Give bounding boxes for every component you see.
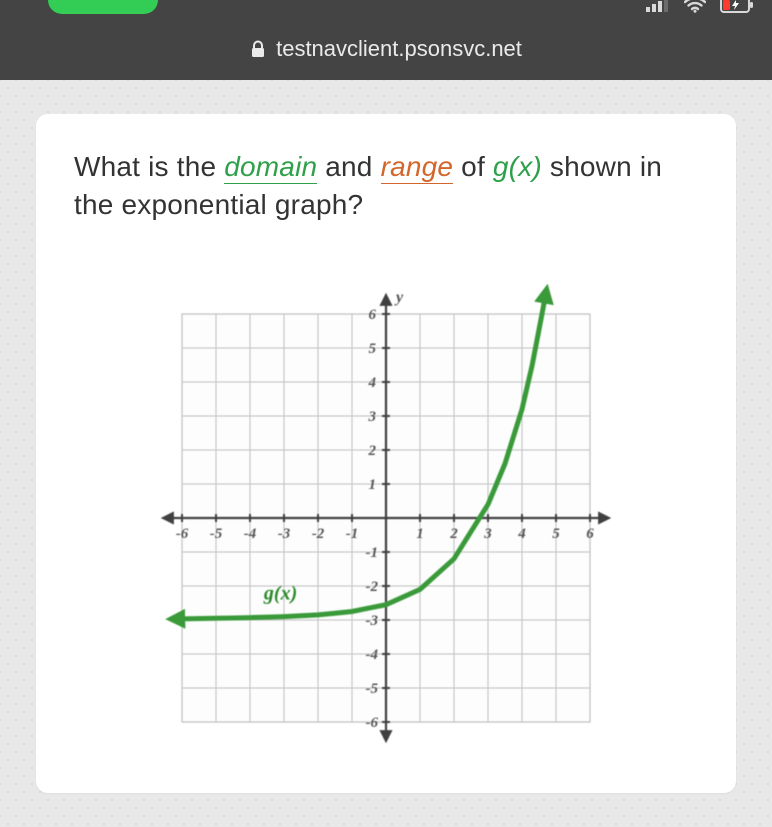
keyword-domain: domain	[224, 151, 317, 184]
svg-text:-3: -3	[366, 613, 379, 629]
svg-text:6: 6	[369, 307, 377, 323]
svg-text:y: y	[394, 289, 404, 306]
dynamic-island-pill	[48, 0, 158, 14]
chart-container: -6-5-4-3-2-1123456-6-5-4-3-2-1123456xyg(…	[74, 270, 698, 750]
address-bar[interactable]: testnavclient.psonsvc.net	[0, 36, 772, 62]
svg-text:g(x): g(x)	[263, 582, 297, 604]
svg-text:3: 3	[368, 409, 377, 425]
status-icons	[646, 0, 754, 10]
question-card: What is the domain and range of g(x) sho…	[36, 114, 736, 793]
battery-icon	[720, 0, 754, 13]
svg-text:-6: -6	[176, 526, 189, 542]
svg-text:1: 1	[416, 526, 424, 542]
svg-text:-4: -4	[366, 647, 379, 663]
svg-text:-1: -1	[366, 545, 379, 561]
page-background: What is the domain and range of g(x) sho…	[0, 80, 772, 827]
svg-text:-2: -2	[312, 526, 325, 542]
question-text: What is the domain and range of g(x) sho…	[74, 148, 698, 224]
svg-text:6: 6	[586, 526, 594, 542]
svg-text:1: 1	[369, 477, 377, 493]
svg-text:-3: -3	[278, 526, 291, 542]
svg-text:-6: -6	[366, 715, 379, 731]
svg-text:4: 4	[368, 375, 377, 391]
svg-text:4: 4	[517, 526, 526, 542]
svg-text:-2: -2	[366, 579, 379, 595]
keyword-gx: g(x)	[493, 151, 542, 182]
q-part: What is the	[74, 151, 224, 182]
lock-icon	[250, 40, 266, 58]
svg-text:-1: -1	[346, 526, 359, 542]
svg-text:-5: -5	[210, 526, 223, 542]
browser-chrome: testnavclient.psonsvc.net	[0, 0, 772, 80]
svg-text:2: 2	[449, 526, 458, 542]
exponential-graph: -6-5-4-3-2-1123456-6-5-4-3-2-1123456xyg(…	[158, 270, 614, 750]
url-text: testnavclient.psonsvc.net	[276, 36, 522, 62]
wifi-icon	[684, 0, 706, 13]
cellular-icon	[646, 0, 670, 12]
svg-text:-4: -4	[244, 526, 257, 542]
keyword-range: range	[381, 151, 454, 184]
svg-text:-5: -5	[366, 681, 379, 697]
q-part: of	[453, 151, 493, 182]
svg-text:5: 5	[552, 526, 560, 542]
svg-text:5: 5	[369, 341, 377, 357]
svg-text:2: 2	[368, 443, 377, 459]
svg-text:3: 3	[483, 526, 492, 542]
q-part: and	[317, 151, 380, 182]
